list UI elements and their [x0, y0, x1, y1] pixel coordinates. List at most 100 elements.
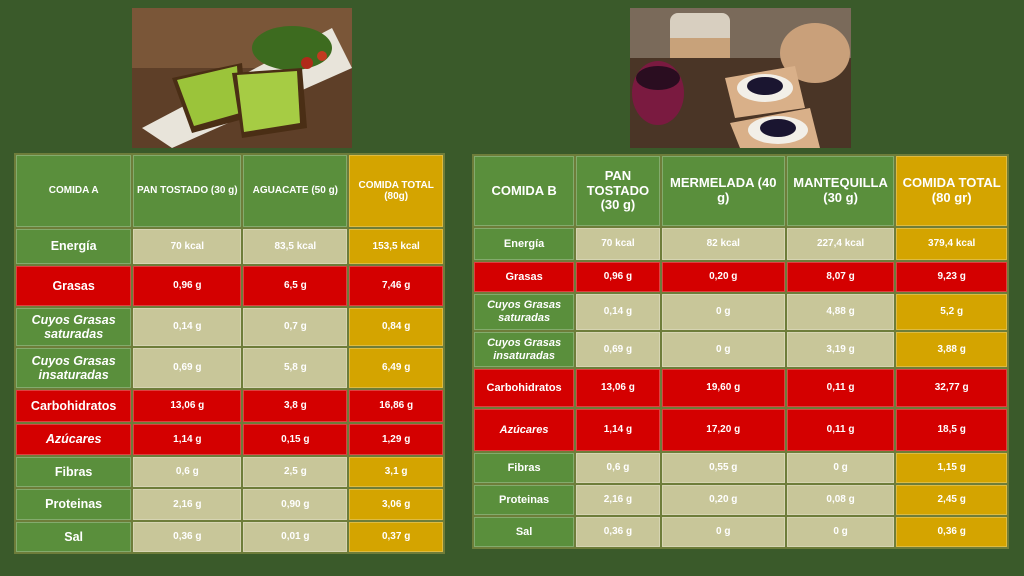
table-row: Sal 0,36 g 0 g 0 g 0,36 g — [474, 517, 1007, 547]
value-cell: 0,15 g — [243, 424, 348, 455]
value-cell: 0,55 g — [661, 453, 785, 483]
jam-toast-photo — [630, 8, 851, 148]
table-row: Carbohidratos 13,06 g 19,60 g 0,11 g 32,… — [474, 369, 1007, 407]
header-cell: COMIDA A — [16, 155, 132, 227]
nutrition-table-a: COMIDA A PAN TOSTADO (30 g) AGUACATE (50… — [14, 153, 445, 554]
table-row: Cuyos Grasas saturadas 0,14 g 0,7 g 0,84… — [16, 308, 443, 346]
row-label: Cuyos Grasas insaturadas — [474, 332, 575, 367]
total-cell: 3,1 g — [349, 457, 443, 487]
value-cell: 3,8 g — [243, 390, 348, 422]
value-cell: 82 kcal — [661, 228, 785, 260]
value-cell: 0 g — [786, 453, 895, 483]
table-row: Fibras 0,6 g 0,55 g 0 g 1,15 g — [474, 453, 1007, 483]
value-cell: 5,8 g — [243, 348, 348, 388]
avocado-toast-photo — [132, 8, 352, 148]
value-cell: 70 kcal — [133, 229, 242, 264]
header-total-cell: COMIDA TOTAL (80g) — [349, 155, 443, 227]
value-cell: 1,14 g — [576, 409, 660, 451]
table-row: Energía 70 kcal 83,5 kcal 153,5 kcal — [16, 229, 443, 264]
value-cell: 4,88 g — [786, 294, 895, 330]
row-label: Azúcares — [16, 424, 132, 455]
value-cell: 227,4 kcal — [786, 228, 895, 260]
value-cell: 2,16 g — [576, 485, 660, 515]
row-label: Sal — [16, 522, 132, 552]
value-cell: 13,06 g — [133, 390, 242, 422]
total-cell: 153,5 kcal — [349, 229, 443, 264]
table-header-row: COMIDA B PAN TOSTADO (30 g) MERMELADA (4… — [474, 156, 1007, 226]
value-cell: 1,14 g — [133, 424, 242, 455]
value-cell: 0,36 g — [576, 517, 660, 547]
value-cell: 6,5 g — [243, 266, 348, 306]
header-cell: COMIDA B — [474, 156, 575, 226]
value-cell: 0,69 g — [133, 348, 242, 388]
table-row: Energía 70 kcal 82 kcal 227,4 kcal 379,4… — [474, 228, 1007, 260]
row-label: Grasas — [16, 266, 132, 306]
row-label: Carbohidratos — [16, 390, 132, 422]
total-cell: 379,4 kcal — [896, 228, 1007, 260]
total-cell: 3,06 g — [349, 489, 443, 520]
value-cell: 0,14 g — [576, 294, 660, 330]
row-label: Cuyos Grasas insaturadas — [16, 348, 132, 388]
value-cell: 0,6 g — [133, 457, 242, 487]
value-cell: 13,06 g — [576, 369, 660, 407]
value-cell: 0 g — [661, 517, 785, 547]
total-cell: 7,46 g — [349, 266, 443, 306]
value-cell: 0,6 g — [576, 453, 660, 483]
header-total-cell: COMIDA TOTAL (80 gr) — [896, 156, 1007, 226]
table-row: Cuyos Grasas saturadas 0,14 g 0 g 4,88 g… — [474, 294, 1007, 330]
table-row: Grasas 0,96 g 0,20 g 8,07 g 9,23 g — [474, 262, 1007, 292]
value-cell: 0,96 g — [133, 266, 242, 306]
value-cell: 0 g — [661, 294, 785, 330]
table-row: Proteinas 2,16 g 0,90 g 3,06 g — [16, 489, 443, 520]
header-cell: PAN TOSTADO (30 g) — [576, 156, 660, 226]
total-cell: 6,49 g — [349, 348, 443, 388]
total-cell: 1,15 g — [896, 453, 1007, 483]
total-cell: 9,23 g — [896, 262, 1007, 292]
value-cell: 0,7 g — [243, 308, 348, 346]
value-cell: 70 kcal — [576, 228, 660, 260]
total-cell: 1,29 g — [349, 424, 443, 455]
value-cell: 2,16 g — [133, 489, 242, 520]
row-label: Energía — [474, 228, 575, 260]
total-cell: 32,77 g — [896, 369, 1007, 407]
row-label: Sal — [474, 517, 575, 547]
nutrition-table-b: COMIDA B PAN TOSTADO (30 g) MERMELADA (4… — [472, 154, 1009, 549]
value-cell: 83,5 kcal — [243, 229, 348, 264]
total-cell: 3,88 g — [896, 332, 1007, 367]
value-cell: 0,08 g — [786, 485, 895, 515]
table-row: Cuyos Grasas insaturadas 0,69 g 5,8 g 6,… — [16, 348, 443, 388]
table-row: Grasas 0,96 g 6,5 g 7,46 g — [16, 266, 443, 306]
value-cell: 0,20 g — [661, 262, 785, 292]
row-label: Proteinas — [16, 489, 132, 520]
row-label: Fibras — [474, 453, 575, 483]
total-cell: 2,45 g — [896, 485, 1007, 515]
total-cell: 0,37 g — [349, 522, 443, 552]
value-cell: 0,11 g — [786, 369, 895, 407]
table-header-row: COMIDA A PAN TOSTADO (30 g) AGUACATE (50… — [16, 155, 443, 227]
total-cell: 5,2 g — [896, 294, 1007, 330]
value-cell: 0 g — [661, 332, 785, 367]
row-label: Azúcares — [474, 409, 575, 451]
row-label: Cuyos Grasas saturadas — [16, 308, 132, 346]
table-row: Proteinas 2,16 g 0,20 g 0,08 g 2,45 g — [474, 485, 1007, 515]
total-cell: 16,86 g — [349, 390, 443, 422]
table-row: Sal 0,36 g 0,01 g 0,37 g — [16, 522, 443, 552]
value-cell: 0,20 g — [661, 485, 785, 515]
header-cell: MERMELADA (40 g) — [661, 156, 785, 226]
total-cell: 0,36 g — [896, 517, 1007, 547]
table-row: Cuyos Grasas insaturadas 0,69 g 0 g 3,19… — [474, 332, 1007, 367]
table-row: Azúcares 1,14 g 17,20 g 0,11 g 18,5 g — [474, 409, 1007, 451]
row-label: Fibras — [16, 457, 132, 487]
value-cell: 0,96 g — [576, 262, 660, 292]
header-cell: MANTEQUILLA (30 g) — [786, 156, 895, 226]
value-cell: 0,14 g — [133, 308, 242, 346]
table-row: Fibras 0,6 g 2,5 g 3,1 g — [16, 457, 443, 487]
total-cell: 18,5 g — [896, 409, 1007, 451]
total-cell: 0,84 g — [349, 308, 443, 346]
value-cell: 2,5 g — [243, 457, 348, 487]
value-cell: 0 g — [786, 517, 895, 547]
value-cell: 8,07 g — [786, 262, 895, 292]
row-label: Proteinas — [474, 485, 575, 515]
row-label: Grasas — [474, 262, 575, 292]
value-cell: 0,01 g — [243, 522, 348, 552]
